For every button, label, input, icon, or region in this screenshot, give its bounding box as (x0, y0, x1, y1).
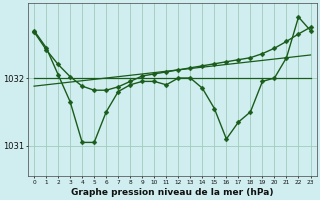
X-axis label: Graphe pression niveau de la mer (hPa): Graphe pression niveau de la mer (hPa) (71, 188, 274, 197)
